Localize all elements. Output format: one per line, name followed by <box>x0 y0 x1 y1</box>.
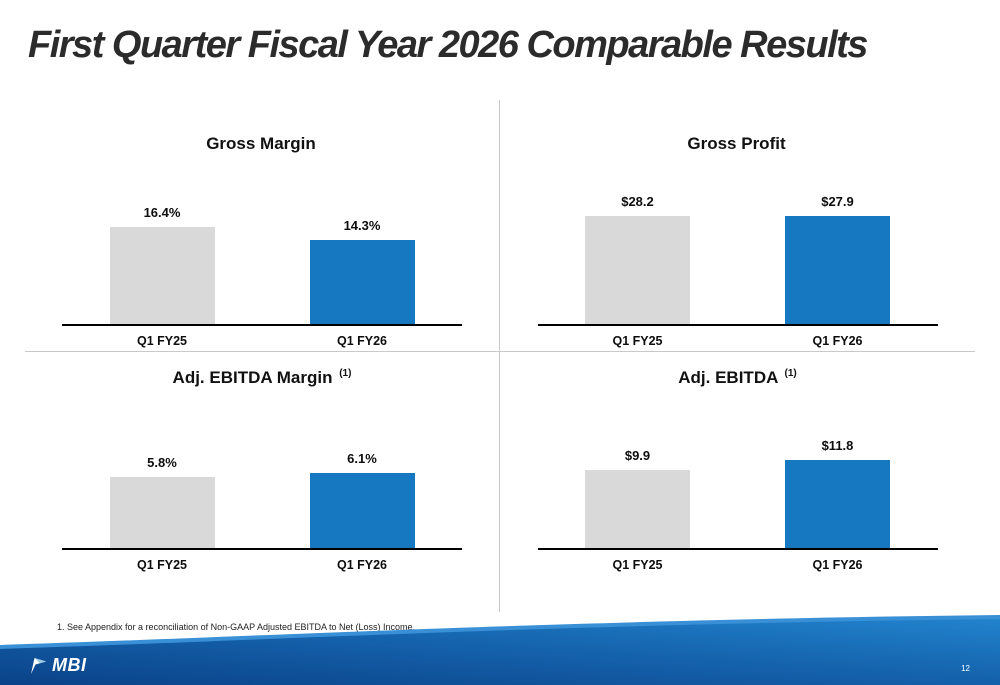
bar-group: $28.2 <box>585 194 690 324</box>
chart-title-text: Adj. EBITDA <box>678 368 778 387</box>
chart-plot: 16.4% 14.3% <box>62 194 462 324</box>
bar-value-label: $11.8 <box>821 438 854 453</box>
charts-grid: Gross Margin 16.4% 14.3% Q1 FY25 Q1 FY26… <box>25 100 975 612</box>
bar-value-label: 5.8% <box>147 455 177 471</box>
bar-group: 16.4% <box>109 194 215 324</box>
chart-title: Gross Margin <box>206 134 318 154</box>
wave-graphic <box>0 615 1000 685</box>
chart-title-footnote-ref: (1) <box>784 368 797 380</box>
category-label: Q1 FY26 <box>812 334 863 348</box>
chart-title-text: Gross Profit <box>687 134 786 153</box>
bar-q1fy25 <box>585 216 690 324</box>
chart-adj-ebitda-margin: Adj. EBITDA Margin (1) 5.8% 6.1% Q1 FY25… <box>25 352 500 612</box>
bar-q1fy26 <box>309 473 415 548</box>
chart-gross-margin: Gross Margin 16.4% 14.3% Q1 FY25 Q1 FY26 <box>25 100 500 352</box>
chart-plot: $9.9 $11.8 <box>538 438 938 548</box>
page-number: 12 <box>961 664 970 673</box>
chart-plot: $28.2 $27.9 <box>538 194 938 324</box>
category-label: Q1 FY25 <box>612 558 663 572</box>
category-label: Q1 FY25 <box>136 558 188 572</box>
category-labels: Q1 FY25 Q1 FY26 <box>538 334 938 348</box>
bar-q1fy25 <box>109 227 215 324</box>
category-labels: Q1 FY25 Q1 FY26 <box>62 558 462 572</box>
chart-title: Gross Profit <box>687 134 787 154</box>
chart-title: Adj. EBITDA Margin (1) <box>173 368 352 388</box>
chart-plot: 5.8% 6.1% <box>62 438 462 548</box>
chart-title-text: Gross Margin <box>206 134 316 153</box>
bar-value-label: 6.1% <box>347 451 377 467</box>
category-label: Q1 FY25 <box>612 334 663 348</box>
bar-value-label: $28.2 <box>621 194 654 209</box>
x-axis-line <box>537 324 938 326</box>
bar-q1fy25 <box>585 470 690 548</box>
category-label: Q1 FY26 <box>336 334 388 348</box>
x-axis-line <box>537 548 938 550</box>
category-labels: Q1 FY25 Q1 FY26 <box>538 558 938 572</box>
bar-value-label: 14.3% <box>343 217 381 233</box>
category-label: Q1 FY25 <box>136 334 188 348</box>
page-title: First Quarter Fiscal Year 2026 Comparabl… <box>28 24 868 66</box>
mbi-logo: MBI <box>28 655 87 676</box>
bar-group: 14.3% <box>309 194 415 324</box>
bar-value-label: $27.9 <box>821 194 854 209</box>
chart-title-footnote-ref: (1) <box>339 368 352 380</box>
bar-q1fy26 <box>785 460 890 548</box>
bar-group: $9.9 <box>585 438 690 548</box>
x-axis-line <box>62 548 462 550</box>
chart-adj-ebitda: Adj. EBITDA (1) $9.9 $11.8 Q1 FY25 Q1 FY… <box>500 352 975 612</box>
chart-title: Adj. EBITDA (1) <box>678 368 796 388</box>
category-labels: Q1 FY25 Q1 FY26 <box>62 334 462 348</box>
bar-group: $27.9 <box>785 194 890 324</box>
bar-q1fy26 <box>309 239 415 324</box>
logo-text: MBI <box>52 655 87 675</box>
bar-value-label: 16.4% <box>143 205 181 221</box>
logo-flag-icon <box>31 657 46 674</box>
footnote: 1. See Appendix for a reconciliation of … <box>57 622 416 632</box>
bar-q1fy26 <box>785 216 890 324</box>
footer-wave: MBI 12 <box>0 615 1000 685</box>
category-label: Q1 FY26 <box>336 558 388 572</box>
bar-value-label: $9.9 <box>624 448 651 464</box>
bar-group: $11.8 <box>785 438 890 548</box>
chart-title-text: Adj. EBITDA Margin <box>172 368 333 387</box>
x-axis-line <box>62 324 462 326</box>
bar-group: 6.1% <box>309 438 415 548</box>
category-label: Q1 FY26 <box>812 558 863 572</box>
chart-gross-profit: Gross Profit $28.2 $27.9 Q1 FY25 Q1 FY26 <box>500 100 975 352</box>
bar-q1fy25 <box>109 477 215 548</box>
bar-group: 5.8% <box>109 438 215 548</box>
